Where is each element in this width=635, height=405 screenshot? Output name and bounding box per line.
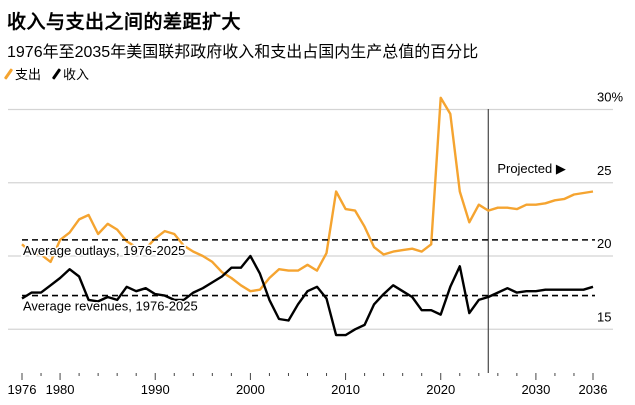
legend-label-revenues: 收入	[63, 67, 90, 82]
legend-item-revenues: 收入	[51, 64, 90, 83]
legend-item-outlays: 支出	[3, 64, 42, 83]
y-tick-label: 30%	[597, 90, 623, 105]
x-tick-label: 1976	[8, 382, 37, 397]
x-tick-label: 2036	[579, 382, 608, 397]
series-line-outlays	[21, 96, 594, 293]
x-tick-label: 1990	[141, 382, 170, 397]
y-tick-label: 20	[597, 236, 611, 251]
chart-title: 收入与支出之间的差距扩大	[7, 12, 242, 33]
x-tick-label: 2010	[331, 382, 360, 397]
x-tick-label: 2020	[426, 382, 455, 397]
y-tick-label: 25	[597, 163, 611, 178]
chart-subtitle: 1976年至2035年美国联邦政府收入和支出占国内生产总值的百分比	[7, 44, 479, 61]
x-tick-label: 2030	[521, 382, 550, 397]
projection-label: Projected ▶	[497, 161, 566, 176]
average-line-label: Average outlays, 1976-2025	[23, 243, 185, 258]
y-tick-label: 15	[597, 309, 611, 324]
x-tick-label: 2000	[236, 382, 265, 397]
legend: 支出 收入	[3, 64, 90, 83]
series-line-revenues	[21, 254, 594, 337]
legend-label-outlays: 支出	[15, 67, 42, 82]
average-line-label: Average revenues, 1976-2025	[23, 299, 198, 314]
x-tick-label: 1980	[46, 382, 75, 397]
